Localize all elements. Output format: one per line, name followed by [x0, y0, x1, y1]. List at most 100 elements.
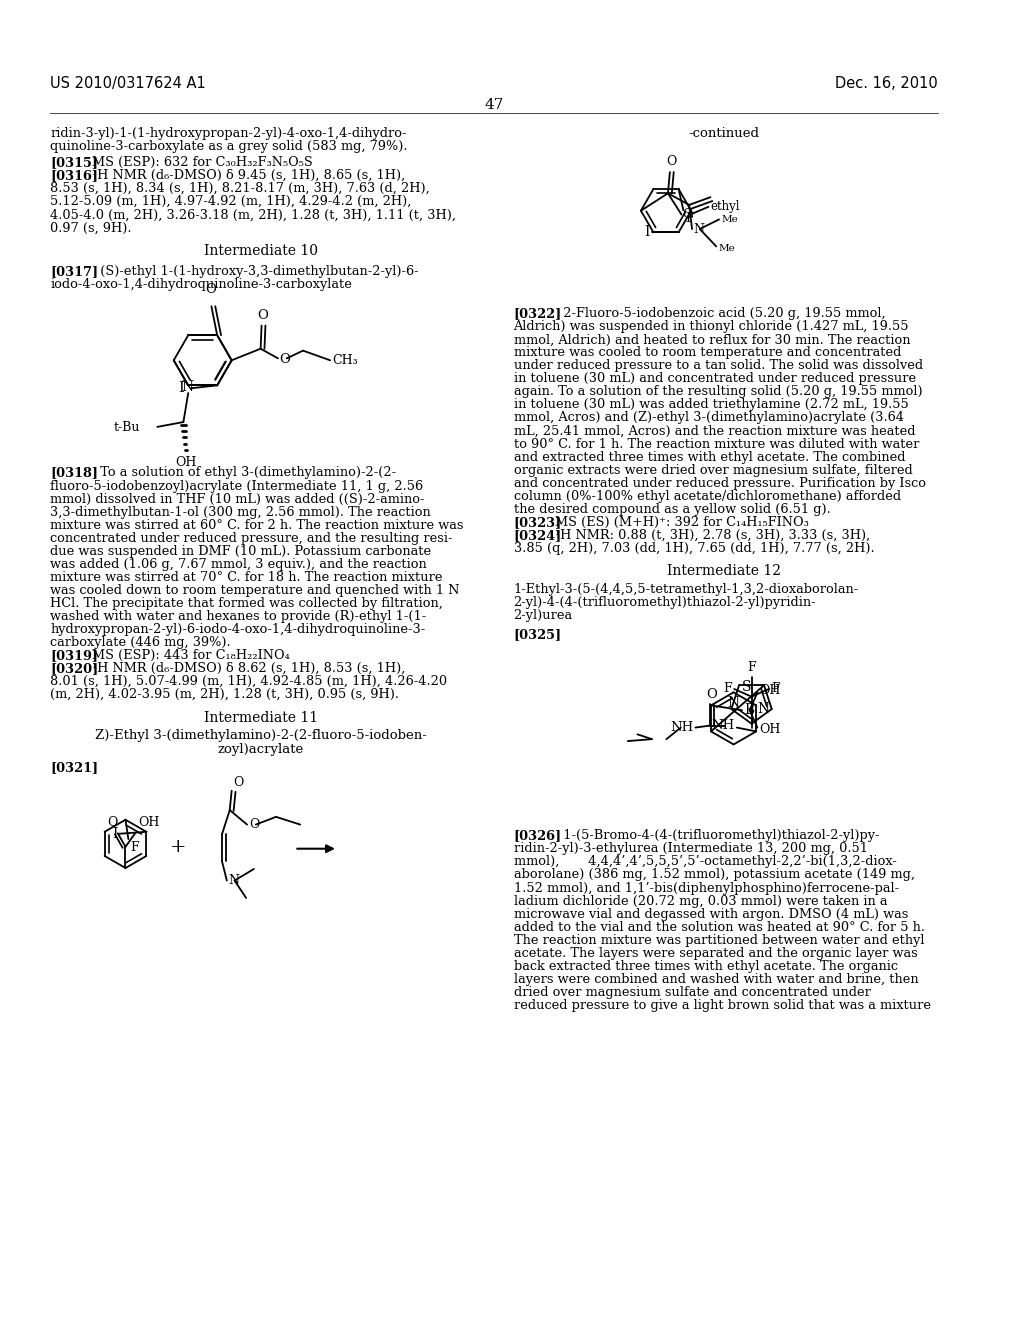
Text: dried over magnesium sulfate and concentrated under: dried over magnesium sulfate and concent…: [513, 986, 870, 999]
Text: the desired compound as a yellow solid (6.51 g).: the desired compound as a yellow solid (…: [513, 503, 830, 516]
Text: F: F: [724, 682, 732, 696]
Text: [0322]: [0322]: [513, 308, 562, 321]
Text: [0317]: [0317]: [50, 265, 98, 277]
Text: mmol) dissolved in THF (10 mL) was added ((S)-2-amino-: mmol) dissolved in THF (10 mL) was added…: [50, 492, 425, 506]
Text: t-Bu: t-Bu: [114, 421, 140, 434]
Text: N: N: [758, 702, 770, 715]
Text: HCl. The precipitate that formed was collected by filtration,: HCl. The precipitate that formed was col…: [50, 597, 443, 610]
Text: 0.97 (s, 9H).: 0.97 (s, 9H).: [50, 222, 132, 235]
Text: I: I: [644, 226, 649, 239]
Text: in toluene (30 mL) was added triethylamine (2.72 mL, 19.55: in toluene (30 mL) was added triethylami…: [513, 399, 908, 412]
Text: and extracted three times with ethyl acetate. The combined: and extracted three times with ethyl ace…: [513, 450, 905, 463]
Text: MS (ES) (M+H)⁺: 392 for C₁₄H₁₅FINO₃: MS (ES) (M+H)⁺: 392 for C₁₄H₁₅FINO₃: [555, 516, 809, 529]
Text: F: F: [748, 660, 756, 673]
Text: 1-(5-Bromo-4-(4-(trifluoromethyl)thiazol-2-yl)py-: 1-(5-Bromo-4-(4-(trifluoromethyl)thiazol…: [555, 829, 880, 842]
Text: Aldrich) was suspended in thionyl chloride (1.427 mL, 19.55: Aldrich) was suspended in thionyl chlori…: [513, 321, 909, 333]
Text: N: N: [693, 223, 705, 235]
Text: mmol, Acros) and (Z)-ethyl 3-(dimethylamino)acrylate (3.64: mmol, Acros) and (Z)-ethyl 3-(dimethylam…: [513, 412, 903, 425]
Text: 8.01 (s, 1H), 5.07-4.99 (m, 1H), 4.92-4.85 (m, 1H), 4.26-4.20: 8.01 (s, 1H), 5.07-4.99 (m, 1H), 4.92-4.…: [50, 675, 447, 688]
Text: O: O: [257, 309, 268, 322]
Text: [0323]: [0323]: [513, 516, 562, 529]
Text: [0325]: [0325]: [513, 628, 561, 642]
Text: Me: Me: [721, 215, 737, 224]
Text: N: N: [181, 380, 194, 395]
Text: Dec. 16, 2010: Dec. 16, 2010: [836, 77, 938, 91]
Text: ethyl: ethyl: [711, 201, 740, 214]
Text: ridin-2-yl)-3-ethylurea (Intermediate 13, 200 mg, 0.51: ridin-2-yl)-3-ethylurea (Intermediate 13…: [513, 842, 867, 855]
Text: 2-yl)urea: 2-yl)urea: [513, 610, 572, 622]
Text: MS (ESP): 632 for C₃₀H₃₂F₃N₅O₅S: MS (ESP): 632 for C₃₀H₃₂F₃N₅O₅S: [92, 156, 312, 169]
Text: O: O: [205, 282, 216, 296]
Text: again. To a solution of the resulting solid (5.20 g, 19.55 mmol): again. To a solution of the resulting so…: [513, 385, 923, 399]
Text: O: O: [249, 818, 259, 832]
Text: 47: 47: [484, 98, 504, 112]
Text: mL, 25.41 mmol, Acros) and the reaction mixture was heated: mL, 25.41 mmol, Acros) and the reaction …: [513, 425, 915, 437]
Text: ¹H NMR (d₆-DMSO) δ 9.45 (s, 1H), 8.65 (s, 1H),: ¹H NMR (d₆-DMSO) δ 9.45 (s, 1H), 8.65 (s…: [92, 169, 404, 182]
Text: -continued: -continued: [688, 127, 760, 140]
Text: added to the vial and the solution was heated at 90° C. for 5 h.: added to the vial and the solution was h…: [513, 920, 925, 933]
Text: back extracted three times with ethyl acetate. The organic: back extracted three times with ethyl ac…: [513, 960, 897, 973]
Text: ladium dichloride (20.72 mg, 0.03 mmol) were taken in a: ladium dichloride (20.72 mg, 0.03 mmol) …: [513, 895, 887, 908]
Text: organic extracts were dried over magnesium sulfate, filtered: organic extracts were dried over magnesi…: [513, 463, 912, 477]
Text: O: O: [682, 209, 693, 220]
Text: I: I: [178, 381, 184, 395]
Text: zoyl)acrylate: zoyl)acrylate: [217, 743, 304, 755]
Text: mixture was cooled to room temperature and concentrated: mixture was cooled to room temperature a…: [513, 346, 901, 359]
Text: NH: NH: [670, 721, 693, 734]
Text: aborolane) (386 mg, 1.52 mmol), potassium acetate (149 mg,: aborolane) (386 mg, 1.52 mmol), potassiu…: [513, 869, 914, 882]
Text: 3.85 (q, 2H), 7.03 (dd, 1H), 7.65 (dd, 1H), 7.77 (s, 2H).: 3.85 (q, 2H), 7.03 (dd, 1H), 7.65 (dd, 1…: [513, 541, 874, 554]
Text: concentrated under reduced pressure, and the resulting resi-: concentrated under reduced pressure, and…: [50, 532, 453, 545]
Text: Me: Me: [718, 244, 735, 253]
Text: 8.53 (s, 1H), 8.34 (s, 1H), 8.21-8.17 (m, 3H), 7.63 (d, 2H),: 8.53 (s, 1H), 8.34 (s, 1H), 8.21-8.17 (m…: [50, 182, 430, 195]
Text: US 2010/0317624 A1: US 2010/0317624 A1: [50, 77, 206, 91]
Text: carboxylate (446 mg, 39%).: carboxylate (446 mg, 39%).: [50, 636, 230, 649]
Text: F: F: [771, 682, 779, 696]
Text: 1.52 mmol), and 1,1’-bis(diphenylphosphino)ferrocene-pal-: 1.52 mmol), and 1,1’-bis(diphenylphosphi…: [513, 882, 899, 895]
Text: under reduced pressure to a tan solid. The solid was dissolved: under reduced pressure to a tan solid. T…: [513, 359, 923, 372]
Text: to 90° C. for 1 h. The reaction mixture was diluted with water: to 90° C. for 1 h. The reaction mixture …: [513, 437, 919, 450]
Text: 5.12-5.09 (m, 1H), 4.97-4.92 (m, 1H), 4.29-4.2 (m, 2H),: 5.12-5.09 (m, 1H), 4.97-4.92 (m, 1H), 4.…: [50, 195, 412, 209]
Text: and concentrated under reduced pressure. Purification by Isco: and concentrated under reduced pressure.…: [513, 477, 926, 490]
Text: I: I: [112, 826, 118, 841]
Text: (m, 2H), 4.02-3.95 (m, 2H), 1.28 (t, 3H), 0.95 (s, 9H).: (m, 2H), 4.02-3.95 (m, 2H), 1.28 (t, 3H)…: [50, 688, 399, 701]
Text: F: F: [685, 213, 694, 226]
Text: (S)-ethyl 1-(1-hydroxy-3,3-dimethylbutan-2-yl)-6-: (S)-ethyl 1-(1-hydroxy-3,3-dimethylbutan…: [92, 265, 419, 277]
Text: due was suspended in DMF (10 mL). Potassium carbonate: due was suspended in DMF (10 mL). Potass…: [50, 545, 431, 557]
Text: Intermediate 11: Intermediate 11: [204, 710, 317, 725]
Text: was cooled down to room temperature and quenched with 1 N: was cooled down to room temperature and …: [50, 583, 460, 597]
Text: Intermediate 10: Intermediate 10: [204, 244, 317, 257]
Text: O: O: [667, 156, 677, 168]
Text: ¹H NMR (d₆-DMSO) δ 8.62 (s, 1H), 8.53 (s, 1H),: ¹H NMR (d₆-DMSO) δ 8.62 (s, 1H), 8.53 (s…: [92, 661, 406, 675]
Text: O: O: [279, 352, 290, 366]
Text: N: N: [228, 874, 240, 887]
Text: reduced pressure to give a light brown solid that was a mixture: reduced pressure to give a light brown s…: [513, 999, 931, 1012]
Text: mmol, Aldrich) and heated to reflux for 30 min. The reaction: mmol, Aldrich) and heated to reflux for …: [513, 333, 910, 346]
Text: Z)-Ethyl 3-(dimethylamino)-2-(2-fluoro-5-iodoben-: Z)-Ethyl 3-(dimethylamino)-2-(2-fluoro-5…: [94, 730, 427, 742]
Text: The reaction mixture was partitioned between water and ethyl: The reaction mixture was partitioned bet…: [513, 933, 924, 946]
Text: [0319]: [0319]: [50, 649, 98, 661]
Text: S: S: [742, 680, 752, 694]
Text: OH: OH: [138, 816, 160, 829]
Text: mixture was stirred at 70° C. for 18 h. The reaction mixture: mixture was stirred at 70° C. for 18 h. …: [50, 570, 442, 583]
Text: washed with water and hexanes to provide (R)-ethyl 1-(1-: washed with water and hexanes to provide…: [50, 610, 426, 623]
Text: acetate. The layers were separated and the organic layer was: acetate. The layers were separated and t…: [513, 946, 918, 960]
Text: [0315]: [0315]: [50, 156, 98, 169]
Text: Intermediate 12: Intermediate 12: [667, 565, 781, 578]
Text: [0316]: [0316]: [50, 169, 98, 182]
Text: O: O: [106, 816, 117, 829]
Text: B: B: [743, 704, 754, 717]
Text: NH: NH: [712, 719, 735, 733]
Text: OH: OH: [759, 684, 780, 697]
Text: ridin-3-yl)-1-(1-hydroxypropan-2-yl)-4-oxo-1,4-dihydro-: ridin-3-yl)-1-(1-hydroxypropan-2-yl)-4-o…: [50, 127, 407, 140]
Text: O: O: [233, 776, 244, 789]
Text: [0320]: [0320]: [50, 661, 98, 675]
Text: N: N: [727, 696, 739, 710]
Text: mmol),       4,4,4’,4’,5,5,5’,5’-octamethyl-2,2’-bi(1,3,2-diox-: mmol), 4,4,4’,4’,5,5,5’,5’-octamethyl-2,…: [513, 855, 896, 869]
Text: OH: OH: [759, 723, 780, 737]
Text: To a solution of ethyl 3-(dimethylamino)-2-(2-: To a solution of ethyl 3-(dimethylamino)…: [92, 466, 396, 479]
Text: 2-yl)-4-(4-(trifluoromethyl)thiazol-2-yl)pyridin-: 2-yl)-4-(4-(trifluoromethyl)thiazol-2-yl…: [513, 597, 816, 610]
Text: [0324]: [0324]: [513, 529, 562, 541]
Text: layers were combined and washed with water and brine, then: layers were combined and washed with wat…: [513, 973, 919, 986]
Text: 2-Fluoro-5-iodobenzoic acid (5.20 g, 19.55 mmol,: 2-Fluoro-5-iodobenzoic acid (5.20 g, 19.…: [555, 308, 886, 321]
Text: ¹H NMR: 0.88 (t, 3H), 2.78 (s, 3H), 3.33 (s, 3H),: ¹H NMR: 0.88 (t, 3H), 2.78 (s, 3H), 3.33…: [555, 529, 870, 541]
